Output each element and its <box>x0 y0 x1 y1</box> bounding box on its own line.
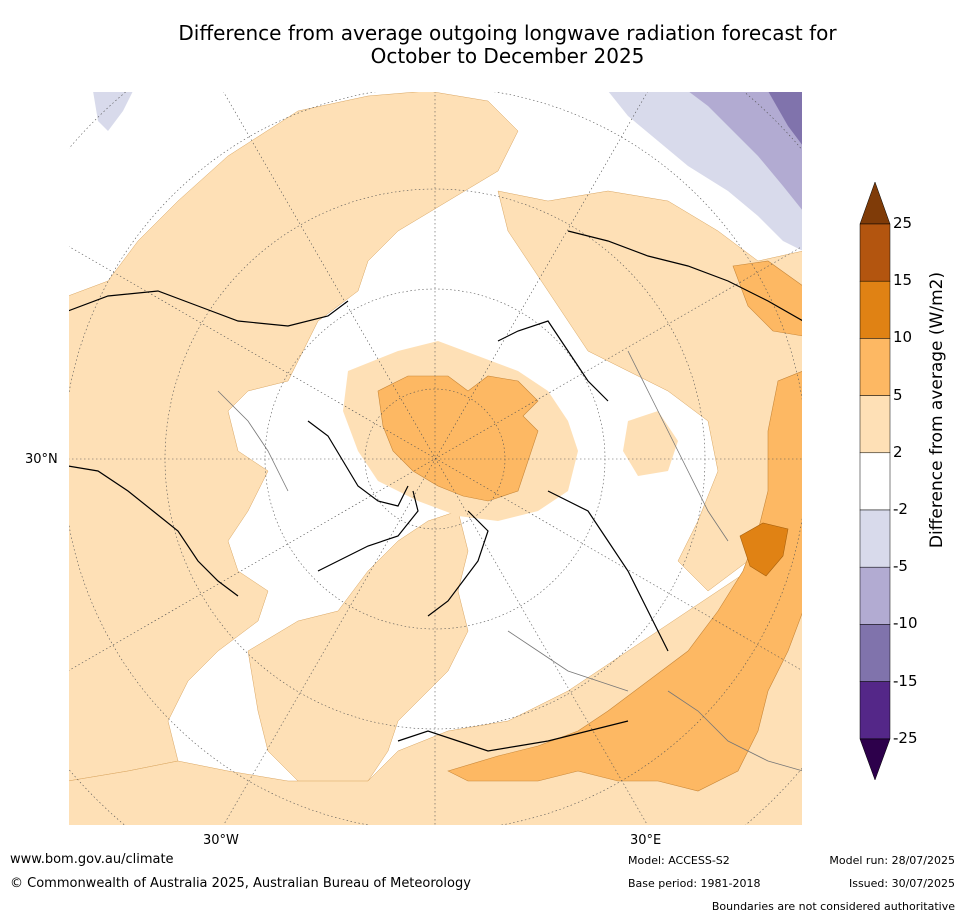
colorbar-svg <box>859 181 891 781</box>
colorbar-band <box>859 509 891 568</box>
map-title-line1: Difference from average outgoing longwav… <box>178 21 837 45</box>
region-arctic-ocean-greenland-center <box>377 375 539 502</box>
colorbar-tick-label: -5 <box>893 557 908 576</box>
colorbar-band <box>859 338 891 396</box>
map-title-line2: October to December 2025 <box>370 44 645 68</box>
country-borders <box>217 350 803 772</box>
footer-model: Model: ACCESS-S2 <box>628 854 730 867</box>
colorbar <box>858 181 898 782</box>
footer-copyright: © Commonwealth of Australia 2025, Austra… <box>10 876 471 891</box>
map-title: Difference from average outgoing longwav… <box>100 22 915 68</box>
colorbar-band <box>859 624 891 682</box>
colorbar-tick-label: 2 <box>893 442 903 461</box>
colorbar-band <box>859 681 891 740</box>
region-north-pacific <box>497 190 803 592</box>
footer-model-run: Model run: 28/07/2025 <box>829 854 955 867</box>
colorbar-tick-label: 5 <box>893 385 903 404</box>
polar-map-svg <box>68 91 803 826</box>
region-mediterranean-middle-east <box>447 370 803 792</box>
polar-map <box>68 91 803 826</box>
lat-label-30n: 30°N <box>25 452 58 467</box>
lon-label-30e: 30°E <box>630 833 662 848</box>
map-frame <box>68 91 803 826</box>
colorbar-band <box>859 395 891 454</box>
colorbar-title-text: Difference from average (W/m2) <box>927 271 947 549</box>
footer-url: www.bom.gov.au/climate <box>10 852 174 867</box>
region-alaska-patch <box>623 411 678 476</box>
graticule <box>68 91 803 826</box>
footer-base-period: Base period: 1981-2018 <box>628 877 761 890</box>
colorbar-band <box>859 452 891 511</box>
region-west-pacific-strong <box>768 91 803 146</box>
footer-disclaimer: Boundaries are not considered authoritat… <box>711 900 955 913</box>
colorbar-under-triangle <box>859 738 891 781</box>
colorbar-tick-label: -25 <box>893 728 918 747</box>
region-north-america <box>68 91 519 782</box>
region-caspian <box>739 522 789 577</box>
region-east-siberia-patch <box>732 260 803 337</box>
colorbar-tick-label: 15 <box>893 271 913 290</box>
footer-issued: Issued: 30/07/2025 <box>848 877 955 890</box>
colorbar-tick-label: 10 <box>893 328 913 347</box>
colorbar-tick-label: 25 <box>893 214 913 232</box>
lon-label-30w: 30°W <box>203 833 239 848</box>
colorbar-tick-label: -15 <box>893 671 918 690</box>
region-west-pacific-moderate <box>688 91 803 211</box>
colorbar-band <box>859 566 891 625</box>
coastlines <box>68 230 803 752</box>
colorbar-over-triangle <box>859 181 891 225</box>
colorbar-band <box>859 280 891 339</box>
region-north-pacific-light <box>93 91 133 131</box>
colorbar-tick-label: -2 <box>893 500 908 518</box>
colorbar-band <box>859 223 891 282</box>
colorbar-tick-label: -10 <box>893 614 918 633</box>
